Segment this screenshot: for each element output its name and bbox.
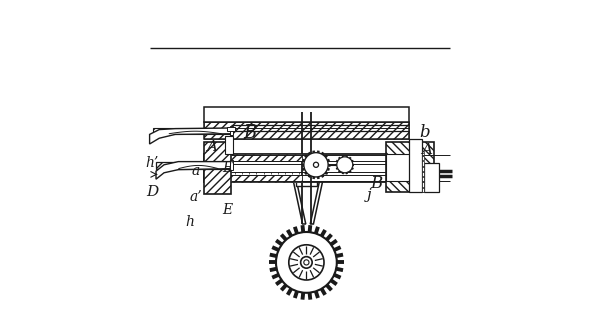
Text: E: E <box>222 203 232 217</box>
Text: B: B <box>371 175 383 193</box>
Bar <box>204 122 409 139</box>
Bar <box>227 127 235 131</box>
Circle shape <box>304 260 309 265</box>
Bar <box>296 171 317 186</box>
Text: h: h <box>185 215 194 229</box>
Text: B: B <box>244 124 257 142</box>
Bar <box>409 139 422 192</box>
Text: E: E <box>222 161 232 175</box>
Bar <box>153 128 231 134</box>
Circle shape <box>301 257 312 268</box>
Bar <box>230 126 233 135</box>
Bar <box>204 154 302 161</box>
Text: a’: a’ <box>190 190 202 204</box>
Circle shape <box>337 157 353 173</box>
Polygon shape <box>149 128 231 144</box>
Circle shape <box>313 162 319 167</box>
Bar <box>230 160 233 170</box>
Bar <box>386 142 434 192</box>
Bar <box>422 177 424 181</box>
Text: A: A <box>421 143 432 157</box>
Text: A: A <box>206 140 218 154</box>
Bar <box>204 122 409 139</box>
Text: a: a <box>192 164 200 178</box>
Bar <box>386 154 410 181</box>
Bar <box>424 163 439 192</box>
Text: b: b <box>419 124 430 141</box>
Text: D: D <box>146 185 158 199</box>
Polygon shape <box>289 160 324 224</box>
Bar <box>422 156 424 160</box>
Bar <box>422 151 424 155</box>
Circle shape <box>304 153 328 177</box>
Bar <box>225 136 233 154</box>
Text: j: j <box>367 188 371 202</box>
Bar <box>422 182 424 187</box>
Bar <box>156 162 231 169</box>
Polygon shape <box>156 162 231 179</box>
Bar <box>204 154 409 182</box>
Bar <box>422 161 424 166</box>
Bar <box>204 175 302 182</box>
Bar <box>204 107 409 122</box>
Bar <box>204 142 231 194</box>
Bar <box>422 188 424 192</box>
Bar <box>422 172 424 176</box>
Bar <box>422 167 424 171</box>
Text: h’: h’ <box>146 156 159 170</box>
Polygon shape <box>310 160 327 224</box>
Polygon shape <box>289 160 306 224</box>
Bar <box>295 169 318 173</box>
